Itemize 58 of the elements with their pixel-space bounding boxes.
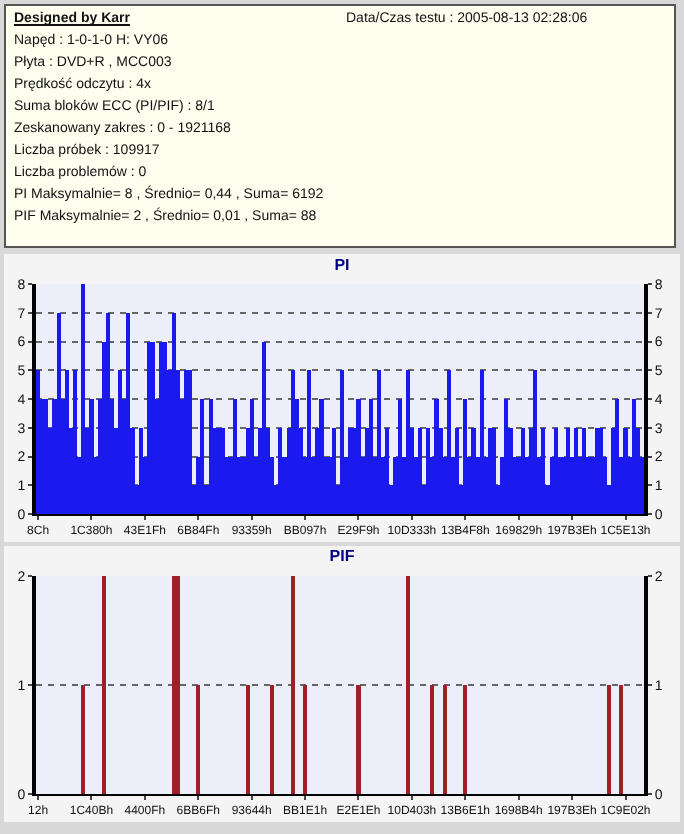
bar <box>479 370 484 514</box>
bar <box>492 427 497 514</box>
bar <box>105 312 110 514</box>
bar <box>220 427 225 514</box>
bar <box>397 399 402 514</box>
bar <box>56 312 61 514</box>
bar <box>405 370 410 514</box>
bar <box>471 427 476 514</box>
bar <box>463 399 468 514</box>
bar <box>200 399 205 514</box>
bar <box>446 370 451 514</box>
bar <box>249 399 254 514</box>
bar <box>418 427 423 514</box>
bar <box>64 370 69 514</box>
bar <box>487 427 492 514</box>
bar <box>385 427 390 514</box>
bar <box>138 427 143 514</box>
bar <box>594 427 599 514</box>
bar <box>631 399 636 514</box>
bar <box>151 341 156 514</box>
bar <box>426 427 431 514</box>
chart-title: PI <box>334 255 350 274</box>
bar <box>208 399 213 514</box>
bar <box>455 427 460 514</box>
bar <box>233 399 238 514</box>
bar <box>623 427 628 514</box>
bar <box>278 427 283 514</box>
bar <box>553 427 558 514</box>
bar <box>89 399 94 514</box>
bar <box>615 399 620 514</box>
bar <box>118 370 123 514</box>
bar <box>582 427 587 514</box>
bar <box>356 399 361 514</box>
bar <box>319 399 324 514</box>
bar <box>261 341 267 514</box>
bar <box>574 427 579 514</box>
bar <box>146 341 152 514</box>
bar <box>434 399 439 514</box>
bar <box>533 370 538 514</box>
bar <box>340 370 345 514</box>
bar <box>376 370 382 514</box>
bar <box>36 370 41 514</box>
bar <box>171 312 176 514</box>
bar <box>565 427 571 514</box>
bar <box>598 427 603 514</box>
bar <box>504 399 509 514</box>
bar <box>520 427 525 514</box>
bar <box>290 370 295 514</box>
bar <box>541 427 546 514</box>
bar <box>81 284 86 514</box>
bar <box>72 370 78 514</box>
bar <box>368 399 373 514</box>
bar <box>307 370 312 514</box>
bar <box>126 312 131 514</box>
bar <box>188 370 193 514</box>
bar <box>159 341 164 514</box>
bar <box>331 427 336 514</box>
chart-title: PIF <box>329 547 355 566</box>
